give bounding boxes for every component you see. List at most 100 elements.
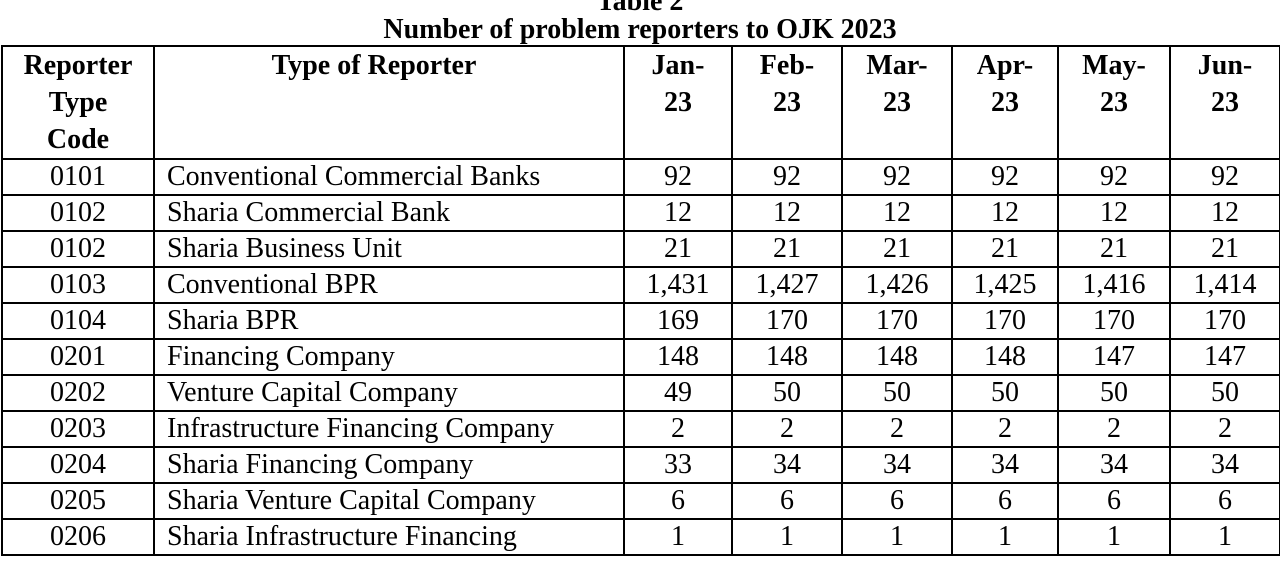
reporter-code-cell: 0204 [1,446,155,484]
table-row: 0102 Sharia Business Unit 21 21 21 21 21 21 [1,230,1280,268]
month-value-cell: 34 [1057,446,1171,484]
table-row: 0101 Conventional Commercial Banks 92 92 92 9… [1,158,1280,196]
header-month-may: May- 23 [1057,45,1171,160]
header-month-line: Mar- [866,50,928,81]
reporter-type-cell: Infrastructure Financing Company [153,410,625,448]
month-value-cell: 1 [1169,518,1280,556]
reporter-code-cell: 0203 [1,410,155,448]
table-row: 0203 Infrastructure Financing Company 2 2 2 2… [1,410,1280,448]
table-title: Number of problem reporters to OJK 2023 [383,14,897,45]
header-row: Reporter Type Code Type of Reporter Jan-… [1,45,1280,160]
month-value-cell: 1 [731,518,843,556]
header-type-of-reporter: Type of Reporter [153,45,625,160]
header-month-line: 23 [664,87,692,118]
table-row: 0206 Sharia Infrastructure Financing 1 1 1 1 1… [1,518,1280,556]
month-value-cell: 170 [1169,302,1280,340]
header-month-line: 23 [773,87,801,118]
header-month-line: Jun- [1197,50,1253,81]
month-value-cell: 148 [841,338,953,376]
month-value-cell: 49 [623,374,733,412]
month-value-cell: 2 [623,410,733,448]
month-value-cell: 170 [1057,302,1171,340]
month-value-cell: 6 [841,482,953,520]
header-month-mar: Mar- 23 [841,45,953,160]
table-row: 0104 Sharia BPR 169 170 170 170 170 170 [1,302,1280,340]
month-value-cell: 34 [951,446,1059,484]
reporter-type-cell: Sharia Business Unit [153,230,625,268]
month-value-cell: 148 [951,338,1059,376]
table-row: 0204 Sharia Financing Company 33 34 34 34 34 34 [1,446,1280,484]
month-value-cell: 21 [1169,230,1280,268]
month-value-cell: 92 [841,158,953,196]
month-value-cell: 21 [951,230,1059,268]
month-value-cell: 6 [1057,482,1171,520]
month-value-cell: 21 [1057,230,1171,268]
month-value-cell: 1 [1057,518,1171,556]
reporter-type-cell: Sharia Financing Company [153,446,625,484]
reporter-type-cell: Sharia Commercial Bank [153,194,625,232]
header-month-line: May- [1082,50,1146,81]
reporter-type-cell: Sharia Venture Capital Company [153,482,625,520]
month-value-cell: 12 [841,194,953,232]
header-month-line: 23 [1100,87,1128,118]
month-value-cell: 34 [731,446,843,484]
reporter-code-cell: 0201 [1,338,155,376]
month-value-cell: 2 [1057,410,1171,448]
month-value-cell: 6 [731,482,843,520]
header-month-line: Feb- [759,50,815,81]
header-code-line: Reporter [23,50,133,81]
month-value-cell: 6 [623,482,733,520]
month-value-cell: 147 [1057,338,1171,376]
month-value-cell: 1 [841,518,953,556]
table-row: 0102 Sharia Commercial Bank 12 12 12 12 12 12 [1,194,1280,232]
month-value-cell: 50 [1057,374,1171,412]
month-value-cell: 12 [1057,194,1171,232]
month-value-cell: 148 [623,338,733,376]
reporter-type-cell: Financing Company [153,338,625,376]
month-value-cell: 92 [1169,158,1280,196]
table-row: 0201 Financing Company 148 148 148 148 147 147 [1,338,1280,376]
month-value-cell: 92 [731,158,843,196]
month-value-cell: 92 [1057,158,1171,196]
reporter-code-cell: 0102 [1,230,155,268]
month-value-cell: 170 [841,302,953,340]
reporter-type-cell: Conventional BPR [153,266,625,304]
month-value-cell: 2 [1169,410,1280,448]
table-body: 0101 Conventional Commercial Banks 92 92 92 9… [1,158,1280,556]
header-month-line: Apr- [976,50,1034,81]
reporter-code-cell: 0101 [1,158,155,196]
month-value-cell: 21 [623,230,733,268]
month-value-cell: 6 [951,482,1059,520]
month-value-cell: 50 [841,374,953,412]
table-row: 0205 Sharia Venture Capital Company 6 6 6 6 6 6 [1,482,1280,520]
table-row: 0103 Conventional BPR 1,431 1,427 1,426 1,425… [1,266,1280,304]
header-month-jan: Jan- 23 [623,45,733,160]
month-value-cell: 21 [731,230,843,268]
month-value-cell: 1,431 [623,266,733,304]
month-value-cell: 2 [841,410,953,448]
reporter-code-cell: 0102 [1,194,155,232]
header-code-line: Type [48,87,108,118]
reporter-code-cell: 0104 [1,302,155,340]
month-value-cell: 1,414 [1169,266,1280,304]
month-value-cell: 170 [951,302,1059,340]
month-value-cell: 12 [1169,194,1280,232]
month-value-cell: 1,416 [1057,266,1171,304]
header-month-line: 23 [883,87,911,118]
header-month-jun: Jun- 23 [1169,45,1280,160]
month-value-cell: 1,427 [731,266,843,304]
reporters-table: Reporter Type Code Type of Reporter Jan-… [1,45,1280,556]
month-value-cell: 21 [841,230,953,268]
month-value-cell: 33 [623,446,733,484]
month-value-cell: 12 [951,194,1059,232]
table-row: 0202 Venture Capital Company 49 50 50 50 50 50 [1,374,1280,412]
header-reporter-type-code: Reporter Type Code [1,45,155,160]
header-month-feb: Feb- 23 [731,45,843,160]
month-value-cell: 6 [1169,482,1280,520]
table-caption-number: Table 2 [596,0,684,17]
header-month-line: 23 [991,87,1019,118]
month-value-cell: 92 [623,158,733,196]
month-value-cell: 12 [623,194,733,232]
month-value-cell: 170 [731,302,843,340]
reporter-type-cell: Venture Capital Company [153,374,625,412]
